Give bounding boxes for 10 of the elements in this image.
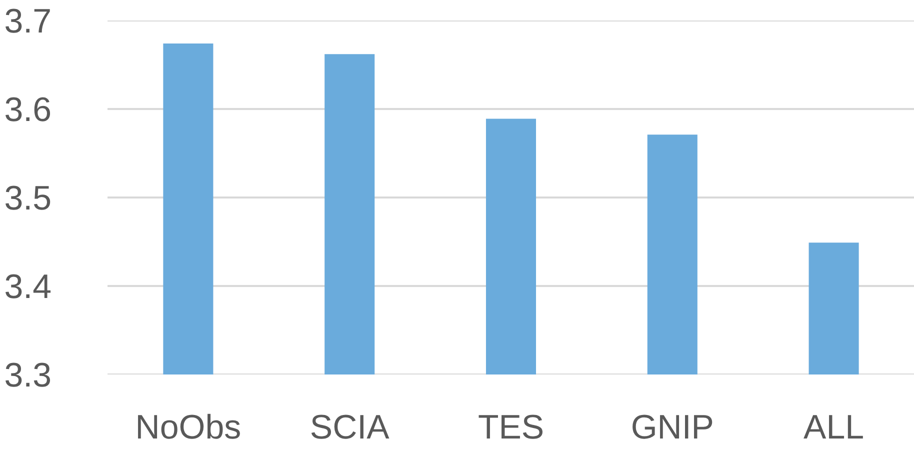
y-tick-label: 3.4	[4, 268, 52, 306]
y-tick-label: 3.5	[4, 180, 52, 218]
y-tick-label: 3.6	[4, 91, 52, 129]
x-tick-label: GNIP	[630, 408, 714, 446]
x-tick-label: SCIA	[310, 408, 390, 446]
x-tick-label: TES	[478, 408, 544, 446]
y-tick-label: 3.7	[4, 2, 52, 40]
x-tick-label: ALL	[804, 408, 864, 446]
y-tick-label: 3.3	[4, 356, 52, 394]
x-tick-label: NoObs	[135, 408, 242, 446]
